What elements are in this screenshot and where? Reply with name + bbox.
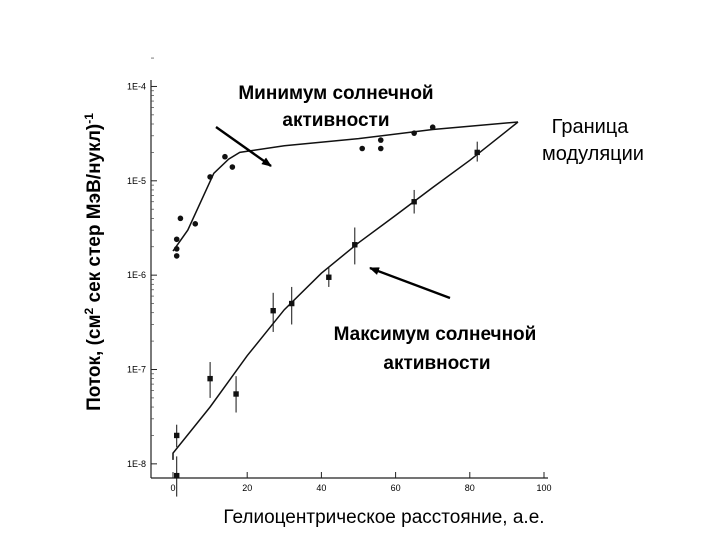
x-tick-label: 40	[316, 483, 326, 493]
fit-lines	[172, 121, 519, 460]
y-tick-label: 1E-7	[127, 365, 146, 375]
y-axis-label-power: -1	[82, 113, 96, 124]
data-point-square	[411, 199, 417, 205]
annotation-min-arrow	[215, 126, 272, 167]
y-axis-label: Поток, (см2 сек стер МэВ/нукл)-1	[82, 113, 105, 411]
annotation-min-line2: активности	[282, 110, 389, 131]
data-point-circle	[359, 145, 366, 152]
y-axis-label-rest: сек стер МэВ/нукл)	[84, 124, 105, 308]
data-point-square	[207, 375, 213, 382]
x-ticks: 0 20 40 60 80 100	[170, 472, 552, 493]
x-tick-label: 60	[391, 483, 401, 493]
data-point-square	[174, 472, 180, 479]
data-point-square	[474, 149, 480, 156]
x-tick-label: 100	[536, 483, 551, 493]
y-tick-label: 1E-4	[127, 81, 146, 91]
annotation-max-arrow	[369, 266, 451, 300]
data-point-square	[352, 242, 358, 248]
y-tick-label: 1E-8	[127, 459, 146, 469]
data-point-square	[270, 307, 276, 314]
data-point-square	[174, 432, 180, 439]
y-tick-label: 1E-6	[127, 270, 146, 280]
data-point-circle	[377, 145, 384, 152]
data-point-circle	[173, 246, 180, 252]
y-axis-label-sup: 2	[82, 307, 96, 314]
annotation-max-line2: активности	[383, 353, 490, 374]
x-axis-label: Гелиоцентрическое расстояние, а.е.	[223, 507, 544, 528]
data-point-circle	[377, 137, 384, 143]
data-point-circle	[173, 236, 180, 243]
y-tick-label: 1E-5	[127, 176, 146, 186]
data-point-circle	[192, 221, 199, 227]
annotation-boundary-line1: Граница	[552, 116, 630, 138]
x-tick-label: 80	[465, 483, 475, 493]
fit-line-series-0	[172, 121, 519, 252]
data-point-square	[289, 300, 295, 307]
data-point-circle	[177, 215, 184, 222]
y-ticks: 1E-4 1E-5 1E-6 1E-7 1E-8	[127, 57, 157, 469]
data-point-circle	[411, 130, 417, 136]
x-tick-label: 20	[242, 483, 252, 493]
annotation-min-line1: Минимум солнечной	[238, 83, 433, 104]
annotation-boundary-line2: модуляции	[542, 143, 644, 165]
data-point-circle	[207, 174, 213, 180]
data-point-circle	[222, 153, 228, 160]
fit-line-series-1	[172, 121, 519, 460]
data-point-circle	[229, 164, 236, 170]
data-point-circle	[173, 253, 180, 259]
x-tick-label: 0	[170, 483, 175, 493]
data-marks	[173, 124, 480, 497]
data-point-square	[233, 391, 239, 397]
data-point-circle	[429, 124, 436, 130]
annotation-max-line1: Максимум солнечной	[334, 324, 537, 345]
data-point-square	[326, 274, 332, 280]
